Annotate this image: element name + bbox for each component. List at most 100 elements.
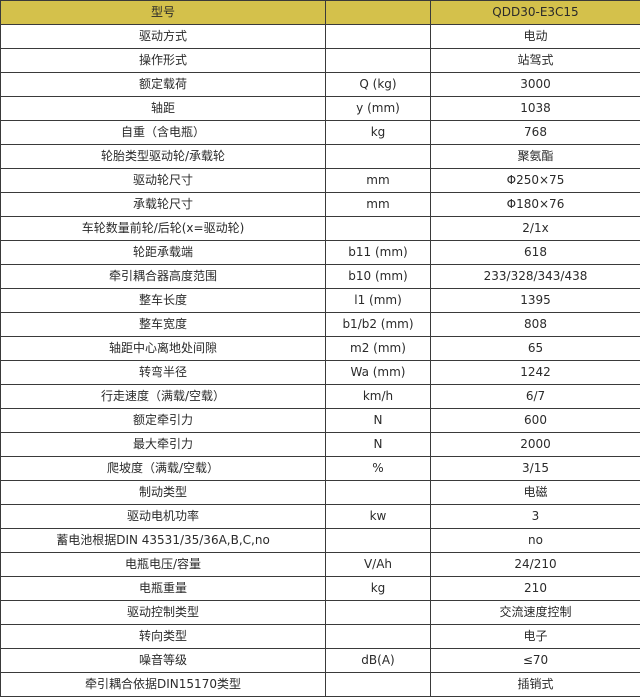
table-row: 制动类型 电磁 bbox=[0, 480, 640, 505]
cell-value: 聚氨酯 bbox=[430, 144, 640, 169]
cell-param: 承载轮尺寸 bbox=[0, 192, 326, 217]
table-row: 驱动方式 电动 bbox=[0, 24, 640, 49]
cell-value: 618 bbox=[430, 240, 640, 265]
cell-value: 210 bbox=[430, 576, 640, 601]
cell-param: 最大牵引力 bbox=[0, 432, 326, 457]
cell-value: 600 bbox=[430, 408, 640, 433]
cell-param: 驱动控制类型 bbox=[0, 600, 326, 625]
cell-param: 牵引耦合依据DIN15170类型 bbox=[0, 672, 326, 697]
cell-unit: mm bbox=[325, 192, 431, 217]
cell-value: 768 bbox=[430, 120, 640, 145]
table-row: 转向类型 电子 bbox=[0, 624, 640, 649]
header-unit bbox=[325, 0, 431, 25]
cell-param: 额定牵引力 bbox=[0, 408, 326, 433]
table-header-row: 型号 QDD30-E3C15 bbox=[0, 0, 640, 25]
table-row: 轮胎类型驱动轮/承载轮 聚氨酯 bbox=[0, 144, 640, 169]
cell-value: 交流速度控制 bbox=[430, 600, 640, 625]
cell-unit: N bbox=[325, 408, 431, 433]
table-row: 整车长度 l1 (mm) 1395 bbox=[0, 288, 640, 313]
cell-value: 1395 bbox=[430, 288, 640, 313]
table-row: 转弯半径 Wa (mm) 1242 bbox=[0, 360, 640, 385]
cell-unit: m2 (mm) bbox=[325, 336, 431, 361]
cell-unit: dB(A) bbox=[325, 648, 431, 673]
cell-unit: kw bbox=[325, 504, 431, 529]
cell-param: 蓄电池根据DIN 43531/35/36A,B,C,no bbox=[0, 528, 326, 553]
cell-unit: V/Ah bbox=[325, 552, 431, 577]
cell-param: 噪音等级 bbox=[0, 648, 326, 673]
cell-param: 整车宽度 bbox=[0, 312, 326, 337]
cell-param: 转弯半径 bbox=[0, 360, 326, 385]
cell-unit: l1 (mm) bbox=[325, 288, 431, 313]
cell-unit: km/h bbox=[325, 384, 431, 409]
table-row: 最大牵引力 N 2000 bbox=[0, 432, 640, 457]
cell-unit: b11 (mm) bbox=[325, 240, 431, 265]
cell-value: 插销式 bbox=[430, 672, 640, 697]
cell-param: 行走速度（满载/空载） bbox=[0, 384, 326, 409]
cell-param: 驱动方式 bbox=[0, 24, 326, 49]
table-row: 承载轮尺寸 mm Φ180×76 bbox=[0, 192, 640, 217]
cell-unit: kg bbox=[325, 120, 431, 145]
cell-value: 24/210 bbox=[430, 552, 640, 577]
table-row: 轴距中心离地处间隙 m2 (mm) 65 bbox=[0, 336, 640, 361]
cell-param: 额定载荷 bbox=[0, 72, 326, 97]
header-param: 型号 bbox=[0, 0, 326, 25]
cell-param: 操作形式 bbox=[0, 48, 326, 73]
cell-unit bbox=[325, 600, 431, 625]
cell-value: 3 bbox=[430, 504, 640, 529]
table-row: 噪音等级 dB(A) ≤70 bbox=[0, 648, 640, 673]
cell-value: 1242 bbox=[430, 360, 640, 385]
cell-unit bbox=[325, 216, 431, 241]
table-row: 整车宽度 b1/b2 (mm) 808 bbox=[0, 312, 640, 337]
cell-param: 整车长度 bbox=[0, 288, 326, 313]
cell-value: Φ180×76 bbox=[430, 192, 640, 217]
cell-param: 轴距中心离地处间隙 bbox=[0, 336, 326, 361]
table-row: 轮距承载端 b11 (mm) 618 bbox=[0, 240, 640, 265]
cell-unit bbox=[325, 624, 431, 649]
header-model: QDD30-E3C15 bbox=[430, 0, 640, 25]
cell-param: 电瓶重量 bbox=[0, 576, 326, 601]
table-row: 牵引耦合依据DIN15170类型 插销式 bbox=[0, 672, 640, 697]
cell-param: 牵引耦合器高度范围 bbox=[0, 264, 326, 289]
cell-value: 233/328/343/438 bbox=[430, 264, 640, 289]
cell-value: 65 bbox=[430, 336, 640, 361]
table-row: 操作形式 站驾式 bbox=[0, 48, 640, 73]
cell-unit: y (mm) bbox=[325, 96, 431, 121]
cell-unit: Q (kg) bbox=[325, 72, 431, 97]
table-row: 轴距 y (mm) 1038 bbox=[0, 96, 640, 121]
table-row: 额定载荷 Q (kg) 3000 bbox=[0, 72, 640, 97]
cell-value: 电子 bbox=[430, 624, 640, 649]
cell-unit bbox=[325, 24, 431, 49]
cell-value: 6/7 bbox=[430, 384, 640, 409]
cell-param: 制动类型 bbox=[0, 480, 326, 505]
cell-value: 2000 bbox=[430, 432, 640, 457]
table-row: 自重（含电瓶） kg 768 bbox=[0, 120, 640, 145]
cell-value: 808 bbox=[430, 312, 640, 337]
cell-unit: kg bbox=[325, 576, 431, 601]
cell-unit: Wa (mm) bbox=[325, 360, 431, 385]
cell-value: 3000 bbox=[430, 72, 640, 97]
cell-value: 站驾式 bbox=[430, 48, 640, 73]
cell-value: 2/1x bbox=[430, 216, 640, 241]
cell-unit: % bbox=[325, 456, 431, 481]
cell-param: 轴距 bbox=[0, 96, 326, 121]
table-row: 蓄电池根据DIN 43531/35/36A,B,C,no no bbox=[0, 528, 640, 553]
cell-value: 电磁 bbox=[430, 480, 640, 505]
cell-unit: N bbox=[325, 432, 431, 457]
cell-unit bbox=[325, 672, 431, 697]
cell-value: no bbox=[430, 528, 640, 553]
cell-param: 爬坡度（满载/空载） bbox=[0, 456, 326, 481]
cell-value: ≤70 bbox=[430, 648, 640, 673]
cell-value: 电动 bbox=[430, 24, 640, 49]
cell-unit: mm bbox=[325, 168, 431, 193]
cell-param: 自重（含电瓶） bbox=[0, 120, 326, 145]
table-row: 驱动轮尺寸 mm Φ250×75 bbox=[0, 168, 640, 193]
cell-unit bbox=[325, 528, 431, 553]
cell-unit bbox=[325, 144, 431, 169]
cell-param: 驱动电机功率 bbox=[0, 504, 326, 529]
table-row: 行走速度（满载/空载） km/h 6/7 bbox=[0, 384, 640, 409]
cell-param: 转向类型 bbox=[0, 624, 326, 649]
table-row: 额定牵引力 N 600 bbox=[0, 408, 640, 433]
cell-unit bbox=[325, 48, 431, 73]
cell-unit: b1/b2 (mm) bbox=[325, 312, 431, 337]
